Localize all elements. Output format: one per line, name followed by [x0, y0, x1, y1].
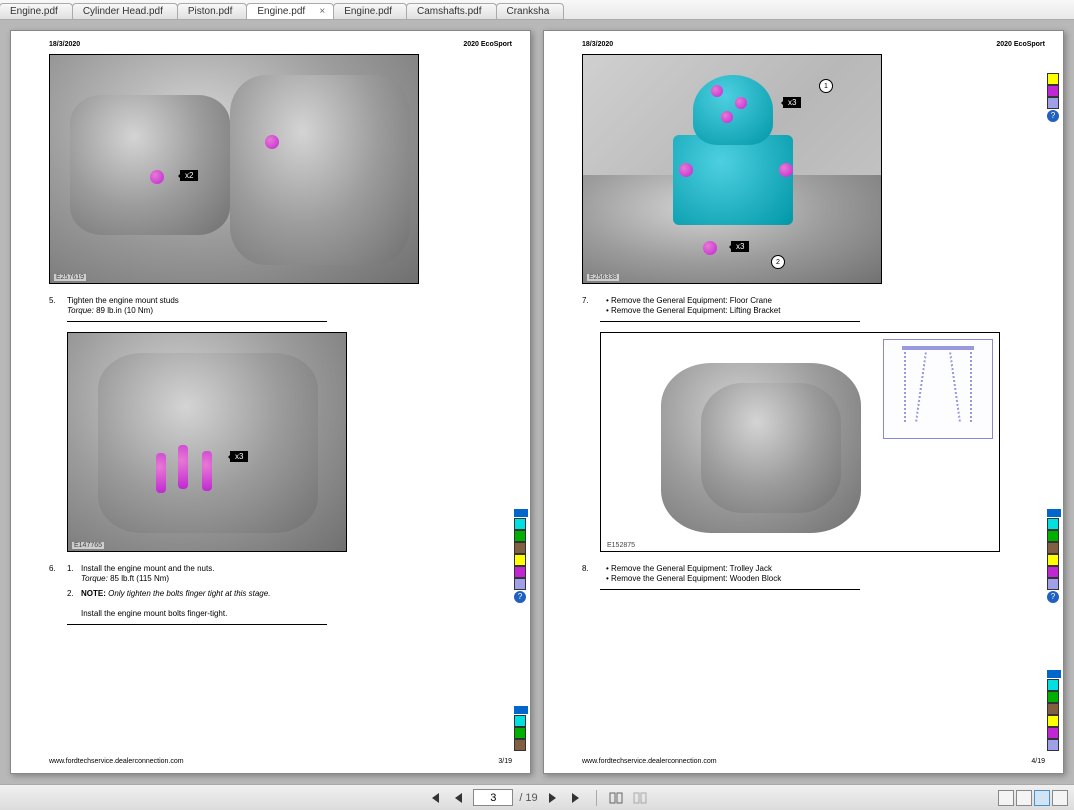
- camera-icon: [1047, 509, 1061, 517]
- torque-label: Torque:: [81, 574, 108, 583]
- help-icon[interactable]: ?: [1047, 110, 1059, 122]
- page-date: 18/3/2020: [49, 41, 80, 48]
- color-legend: [1047, 670, 1061, 751]
- page-number: 3/19: [498, 758, 512, 765]
- tab-engine-1[interactable]: Engine.pdf: [0, 3, 73, 19]
- color-legend: ?: [1047, 509, 1061, 603]
- inset-diagram: [883, 339, 993, 439]
- view-continuous-button[interactable]: [1016, 790, 1032, 806]
- figure-id: E256338: [587, 274, 619, 281]
- torque-value: 85 lb.ft (115 Nm): [108, 574, 169, 583]
- figure-e257619: x2 E257619: [49, 54, 419, 284]
- page-total: / 19: [519, 792, 537, 804]
- first-page-button[interactable]: [425, 789, 443, 807]
- pdf-viewer: 18/3/2020 2020 EcoSport x2 E257619 5. Ti…: [0, 20, 1074, 784]
- torque-value: 89 lb.in (10 Nm): [94, 306, 153, 315]
- callout-2: 2: [771, 255, 785, 269]
- bolt-icon: [265, 135, 279, 149]
- view-facing-button[interactable]: [1034, 790, 1050, 806]
- camera-icon: [514, 706, 528, 714]
- page-number-input[interactable]: [473, 789, 513, 806]
- figure-id: E147765: [72, 542, 104, 549]
- page-thumbnail-button[interactable]: [631, 789, 649, 807]
- prev-page-button[interactable]: [449, 789, 467, 807]
- view-single-button[interactable]: [998, 790, 1014, 806]
- note-text: Only tighten the bolts finger tight at t…: [106, 589, 271, 598]
- bolt-icon: [150, 170, 164, 184]
- step-text: Tighten the engine mount studs: [67, 296, 179, 305]
- pdf-page-3: 18/3/2020 2020 EcoSport x2 E257619 5. Ti…: [10, 30, 531, 774]
- substep-number: 1.: [67, 564, 81, 574]
- camera-icon: [1047, 670, 1061, 678]
- page-number: 4/19: [1031, 758, 1045, 765]
- next-page-button[interactable]: [544, 789, 562, 807]
- callout-x3: x3: [731, 241, 749, 252]
- camera-icon: [514, 509, 528, 517]
- page-layout-button[interactable]: [607, 789, 625, 807]
- bolt-icon: [202, 451, 212, 491]
- bolt-icon: [679, 163, 693, 177]
- step-number: 5.: [49, 296, 67, 305]
- note-label: NOTE:: [81, 589, 106, 598]
- help-icon[interactable]: ?: [1047, 591, 1059, 603]
- bullet-text: Remove the General Equipment: Floor Cran…: [614, 296, 1045, 306]
- page-date: 18/3/2020: [582, 41, 613, 48]
- bolt-icon: [156, 453, 166, 493]
- callout-1: 1: [819, 79, 833, 93]
- callout-x3: x3: [230, 451, 248, 462]
- bracket-part: [673, 135, 793, 225]
- last-page-button[interactable]: [568, 789, 586, 807]
- view-mode-buttons: [998, 790, 1068, 806]
- tab-engine-3[interactable]: Engine.pdf: [333, 3, 407, 19]
- bolt-icon: [735, 97, 747, 109]
- figure-e147765: x3 E147765: [67, 332, 347, 552]
- torque-label: Torque:: [67, 306, 94, 315]
- color-legend: ?: [1047, 73, 1061, 122]
- color-legend: ?: [514, 509, 528, 603]
- tab-cylinder-head[interactable]: Cylinder Head.pdf: [72, 3, 178, 19]
- step-number: 8.: [582, 564, 600, 573]
- figure-e256338: x3 x3 1 2 E256338: [582, 54, 882, 284]
- substep-number: 2.: [67, 589, 81, 599]
- tab-engine-active[interactable]: Engine.pdf×: [246, 3, 334, 19]
- tab-crankshaft[interactable]: Cranksha: [496, 3, 565, 19]
- bracket-part: [693, 75, 773, 145]
- bullet-text: Remove the General Equipment: Trolley Ja…: [614, 564, 1045, 574]
- color-legend: [514, 706, 528, 751]
- page-title: 2020 EcoSport: [996, 41, 1045, 48]
- step-number: 7.: [582, 296, 600, 305]
- instruction-text: Install the engine mount bolts finger-ti…: [81, 609, 227, 618]
- tab-camshafts[interactable]: Camshafts.pdf: [406, 3, 496, 19]
- callout-x2: x2: [180, 170, 198, 181]
- callout-x3: x3: [783, 97, 801, 108]
- bolt-icon: [711, 85, 723, 97]
- page-title: 2020 EcoSport: [463, 41, 512, 48]
- substep-text: Install the engine mount and the nuts.: [81, 564, 214, 573]
- tab-piston[interactable]: Piston.pdf: [177, 3, 247, 19]
- figure-id: E257619: [54, 274, 86, 281]
- bolt-icon: [721, 111, 733, 123]
- pdf-page-4: 18/3/2020 2020 EcoSport x3 x3 1 2 E25633…: [543, 30, 1064, 774]
- tab-strip: Engine.pdf Cylinder Head.pdf Piston.pdf …: [0, 0, 1074, 20]
- step-number: 6.: [49, 564, 67, 573]
- bullet-text: Remove the General Equipment: Lifting Br…: [614, 306, 1045, 316]
- bullet-text: Remove the General Equipment: Wooden Blo…: [614, 574, 1045, 584]
- page-nav-toolbar: / 19: [0, 784, 1074, 810]
- bolt-icon: [178, 445, 188, 489]
- figure-id: E152875: [605, 542, 637, 549]
- footer-url: www.fordtechservice.dealerconnection.com: [49, 758, 184, 765]
- close-icon[interactable]: ×: [319, 6, 325, 17]
- figure-e152875: E152875: [600, 332, 1000, 552]
- help-icon[interactable]: ?: [514, 591, 526, 603]
- footer-url: www.fordtechservice.dealerconnection.com: [582, 758, 717, 765]
- bolt-icon: [703, 241, 717, 255]
- bolt-icon: [779, 163, 793, 177]
- view-facing-continuous-button[interactable]: [1052, 790, 1068, 806]
